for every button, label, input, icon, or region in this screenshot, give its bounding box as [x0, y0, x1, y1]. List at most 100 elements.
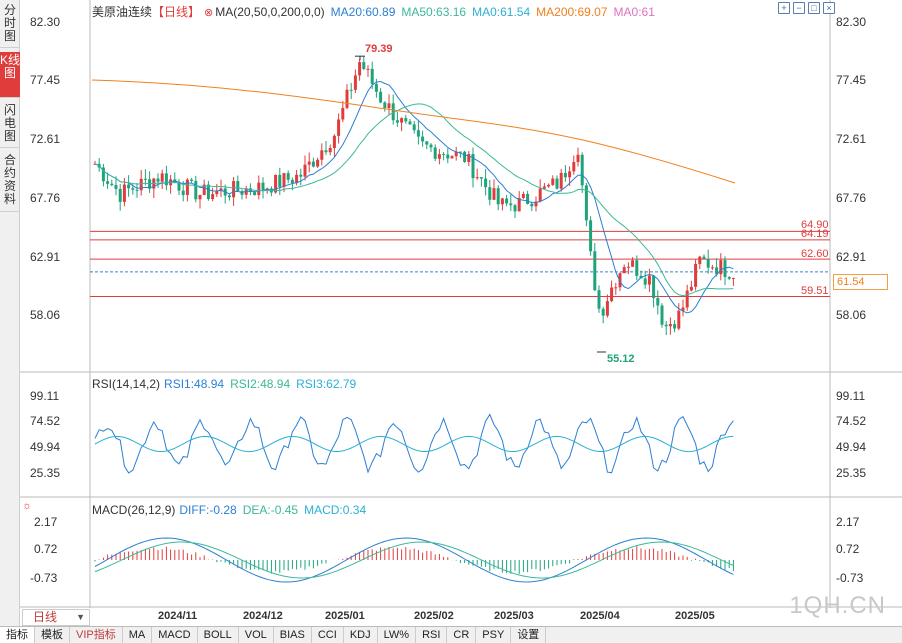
date-label: 2025/05 [675, 610, 715, 622]
fullscreen-icon[interactable]: □ [808, 2, 820, 14]
indicator-tab[interactable]: VOL [239, 627, 274, 643]
candle-body [433, 147, 437, 159]
candle-body [358, 62, 362, 76]
rsi3-line [94, 435, 734, 453]
candle-body [547, 184, 551, 187]
candle-body [446, 154, 450, 159]
diff-value: DIFF:-0.28 [179, 503, 237, 517]
candle-body [610, 287, 614, 302]
candle-body [366, 68, 370, 70]
candle-body [584, 185, 588, 221]
rsi2-value: RSI2:48.94 [230, 377, 291, 391]
candle-body [236, 181, 240, 192]
indicator-tab[interactable]: VIP指标 [70, 627, 123, 643]
price-label-right: 58.06 [836, 308, 867, 322]
candle-body [400, 118, 404, 123]
candle-body [715, 267, 719, 275]
indicator-tab[interactable]: MACD [152, 627, 198, 643]
candle-body [303, 164, 307, 177]
ma200-line [91, 79, 736, 184]
candle-body [299, 174, 303, 177]
zoom-in-icon[interactable]: + [778, 2, 790, 14]
candle-body [492, 188, 496, 200]
candle-body [194, 180, 198, 200]
candle-body [274, 174, 278, 193]
candle-body [282, 173, 286, 187]
candle-body [362, 62, 366, 69]
candle-body [257, 182, 261, 196]
candle-body [307, 161, 311, 165]
line-label-64-90: 64.90 [801, 219, 829, 231]
indicator-tab[interactable]: LW% [378, 627, 417, 643]
candle-body [450, 156, 454, 159]
candle-body [404, 118, 408, 122]
rsi-label-left: 25.35 [30, 466, 61, 480]
candle-body [500, 198, 504, 205]
candle-body [328, 147, 332, 153]
candle-body [563, 172, 567, 178]
indicator-tab[interactable]: 模板 [35, 627, 70, 643]
chart-type-sidebar: 分时图 K线图 闪电图 合约资料 [0, 0, 20, 626]
price-label-left: 58.06 [30, 308, 61, 322]
close-icon[interactable]: × [823, 2, 835, 14]
tab-lightning[interactable]: 闪电图 [0, 102, 20, 148]
line-label-59-51: 59.51 [801, 285, 829, 297]
symbol-title: 美原油连续 [92, 5, 153, 19]
indicator-tab[interactable]: MA [123, 627, 153, 643]
price-label-right: 72.61 [836, 132, 867, 146]
indicator-tab[interactable]: BIAS [274, 627, 312, 643]
rsi1-line [94, 413, 734, 474]
candle-body [127, 184, 131, 189]
period-label: 日线 [33, 610, 58, 624]
candle-body [286, 173, 290, 180]
indicator-tab[interactable]: 指标 [0, 627, 35, 643]
ma0b-value: MA0:61 [613, 5, 655, 19]
indicator-tab[interactable]: CCI [312, 627, 344, 643]
zoom-out-icon[interactable]: − [793, 2, 805, 14]
sun-icon[interactable]: ☼ [22, 500, 33, 512]
indicator-tab[interactable]: KDJ [344, 627, 378, 643]
candle-body [320, 150, 324, 160]
ma200-value: MA200:69.07 [536, 5, 608, 19]
candle-body [710, 267, 714, 269]
candle-body [597, 290, 601, 309]
tab-kline[interactable]: K线图 [0, 52, 20, 98]
candle-body [429, 144, 433, 148]
candle-body [689, 286, 693, 291]
tab-contract-info[interactable]: 合约资料 [0, 152, 20, 212]
candle-body [442, 154, 446, 156]
tab-timeshare[interactable]: 分时图 [0, 2, 20, 48]
candle-body [316, 159, 320, 167]
ma50-line [94, 103, 734, 297]
candle-body [488, 187, 492, 200]
settings-icon[interactable]: ⊗ [204, 7, 214, 19]
candle-body [139, 178, 143, 191]
candle-body [345, 89, 349, 108]
indicator-tab[interactable]: RSI [416, 627, 448, 643]
candle-body [618, 273, 622, 288]
price-label-left: 77.45 [30, 73, 61, 87]
candle-body [526, 194, 530, 204]
candle-body [605, 301, 609, 316]
macd-name: MACD(26,12,9) [92, 503, 176, 517]
indicator-tab[interactable]: CR [447, 627, 477, 643]
rsi-label-right: 74.52 [836, 414, 867, 428]
rsi-label-right: 49.94 [836, 440, 867, 454]
candle-body [685, 290, 689, 308]
indicator-tab[interactable]: PSY [476, 627, 512, 643]
indicator-tab[interactable]: 设置 [511, 627, 547, 643]
candle-body [555, 178, 559, 189]
candle-body [278, 174, 282, 187]
candle-body [324, 150, 328, 153]
indicator-tab[interactable]: BOLL [198, 627, 239, 643]
current-price-tag: 61.54 [833, 274, 888, 290]
dea-line [94, 541, 734, 579]
candle-body [164, 173, 168, 186]
period-selector[interactable]: 日线 ▼ [22, 609, 90, 626]
candle-body [391, 103, 395, 121]
candle-body [412, 124, 416, 131]
candle-body [475, 177, 479, 179]
candle-body [601, 308, 605, 316]
candle-body [542, 186, 546, 189]
